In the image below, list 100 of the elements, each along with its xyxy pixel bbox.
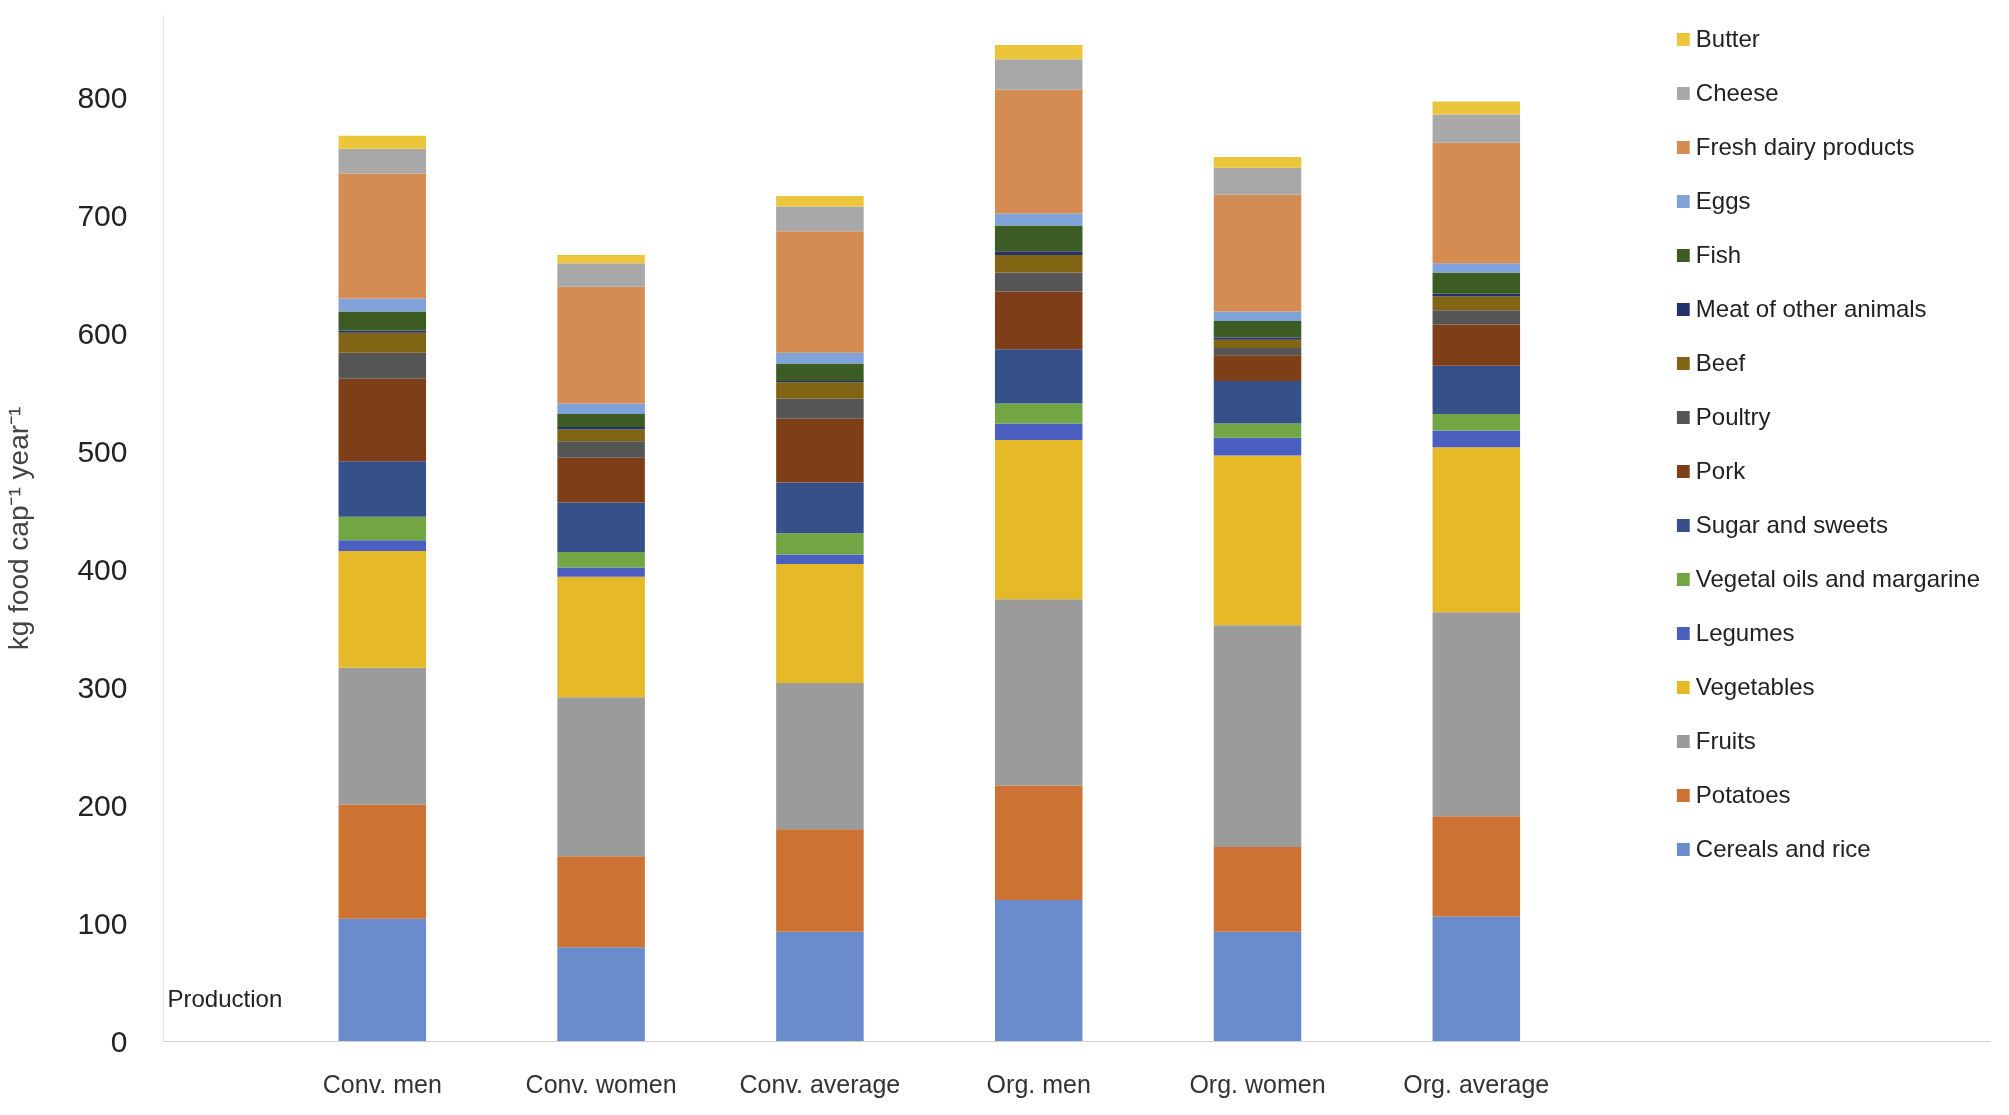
bar (338, 352, 427, 379)
y-tick-label: 100 (77, 906, 128, 940)
bar (557, 502, 645, 553)
bar (1213, 846, 1302, 932)
bar (557, 414, 645, 428)
bar (1432, 447, 1521, 613)
bar (994, 251, 1083, 255)
bar (557, 286, 645, 404)
bar (557, 457, 645, 503)
bar (338, 148, 427, 174)
bar (776, 382, 864, 399)
bar (338, 550, 427, 668)
bar (557, 263, 645, 287)
bar (1213, 625, 1302, 847)
y-tick-label: 400 (77, 552, 128, 586)
bar (1213, 931, 1302, 1042)
bar (1213, 381, 1302, 424)
bar (338, 332, 427, 353)
bar (338, 135, 427, 149)
bar (1213, 455, 1302, 626)
bar (1213, 339, 1302, 349)
legend-label: Eggs (1695, 187, 1751, 215)
bar (776, 195, 864, 207)
bar (776, 554, 864, 564)
bar (776, 231, 864, 353)
bar (557, 441, 645, 458)
x-tick-label: Conv. average (739, 1069, 901, 1098)
bar (1213, 355, 1302, 382)
legend-label: Cereals and rice (1695, 835, 1871, 863)
annotation: Production (167, 984, 283, 1012)
bar (994, 225, 1083, 252)
y-tick-label: 800 (77, 81, 128, 115)
bar (994, 899, 1083, 1042)
legend-label: Fruits (1695, 727, 1756, 755)
bar (994, 785, 1083, 900)
bar (338, 298, 427, 312)
bar (557, 552, 645, 568)
x-tick-label: Org. men (986, 1069, 1091, 1098)
x-tick-label: Conv. women (525, 1069, 677, 1098)
bar (776, 206, 864, 232)
legend-label: Legumes (1695, 619, 1795, 647)
bar (338, 330, 427, 333)
bar (338, 461, 427, 517)
bar (1432, 142, 1521, 264)
bar (1432, 916, 1521, 1042)
y-tick-label: 500 (77, 434, 128, 468)
bar (994, 349, 1083, 404)
y-tick-label: 200 (77, 788, 128, 822)
bar (994, 213, 1083, 226)
bar (994, 44, 1083, 60)
x-tick-label: Org. women (1189, 1069, 1326, 1098)
bar (338, 540, 427, 551)
bar (338, 804, 427, 919)
bar (776, 563, 864, 683)
bar (776, 829, 864, 932)
bar (994, 403, 1083, 424)
bar (557, 429, 645, 442)
bar (557, 576, 645, 698)
bar (994, 291, 1083, 350)
bar (1213, 167, 1302, 195)
legend-label: Poultry (1695, 403, 1771, 431)
bar (338, 173, 427, 299)
bar (776, 363, 864, 382)
bar (1213, 337, 1302, 340)
legend-label: Fresh dairy products (1695, 133, 1915, 161)
bar (1432, 612, 1521, 817)
legend-label: Sugar and sweets (1695, 511, 1888, 539)
y-tick-label: 600 (77, 316, 128, 350)
bar (1432, 272, 1521, 294)
y-tick-label: 300 (77, 670, 128, 704)
bar (557, 856, 645, 948)
bar (994, 599, 1083, 786)
bar (1432, 430, 1521, 448)
legend-label: Potatoes (1695, 781, 1791, 809)
bar (1213, 437, 1302, 456)
bar (1432, 296, 1521, 311)
bar (557, 697, 645, 857)
legend-label: Meat of other animals (1695, 295, 1927, 323)
bar (776, 418, 864, 483)
bar (338, 667, 427, 805)
bar (776, 533, 864, 555)
bar (557, 403, 645, 415)
bar (1213, 194, 1302, 312)
legend-label: Butter (1695, 25, 1760, 53)
bar (557, 947, 645, 1042)
legend-label: Vegetables (1695, 673, 1815, 701)
bar (1432, 101, 1521, 115)
bar (1213, 320, 1302, 338)
legend-label: Fish (1695, 241, 1742, 269)
y-tick-label: 0 (110, 1024, 128, 1058)
legend-label: Pork (1695, 457, 1746, 485)
bar (994, 59, 1083, 90)
legend-label: Cheese (1695, 79, 1779, 107)
x-tick-label: Org. average (1403, 1069, 1550, 1098)
bar (1432, 324, 1521, 366)
bar (994, 440, 1083, 600)
bar (776, 398, 864, 419)
bar (1213, 157, 1302, 168)
bar (1432, 365, 1521, 415)
bar (1213, 348, 1302, 356)
